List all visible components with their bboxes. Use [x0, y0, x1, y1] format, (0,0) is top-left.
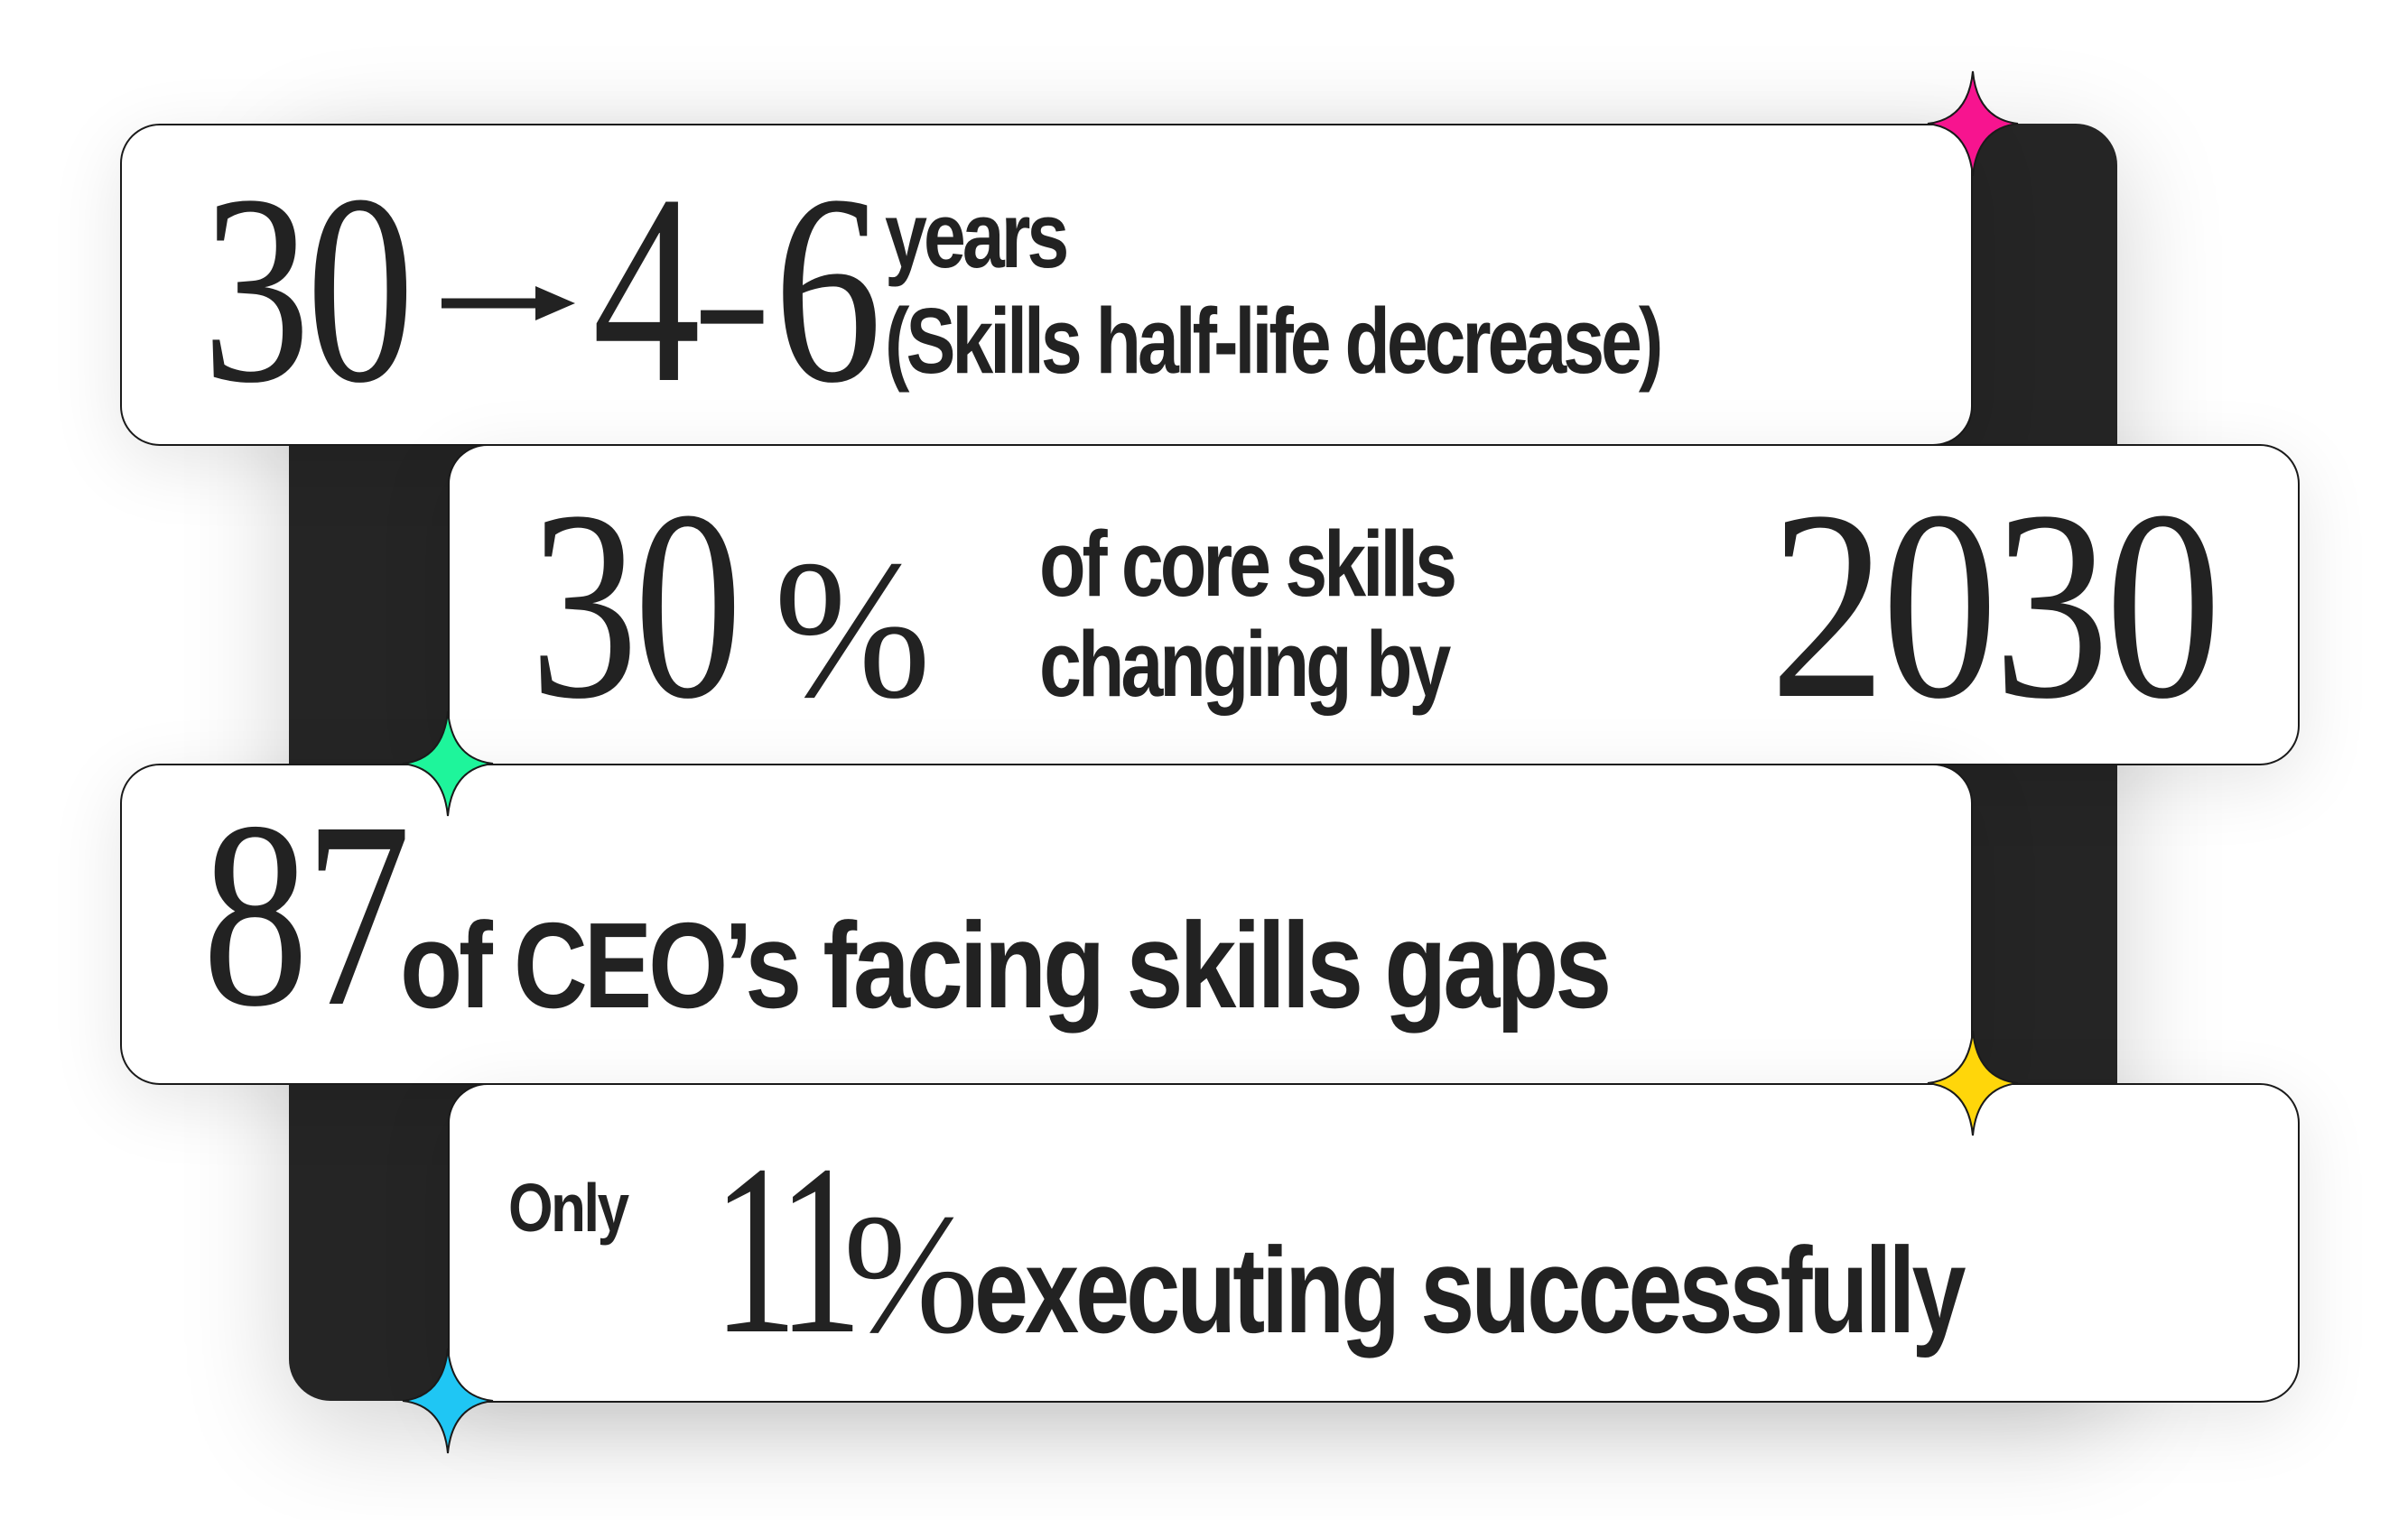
- stat-to-low-value: 4: [592, 139, 701, 439]
- range-dash: –: [702, 139, 762, 439]
- arrow-right-icon: [442, 286, 575, 320]
- stat-prefix: Only: [508, 1170, 629, 1246]
- stat-caption-line2: changing by: [1039, 612, 1451, 716]
- stat-caption: of CEO’s facing skills gaps: [400, 897, 1612, 1033]
- stat-unit: years: [885, 183, 1069, 287]
- stat-card-core-skills: 30 % of core skills changing by 2030: [448, 444, 2300, 765]
- sparkle-icon-cyan: [402, 1348, 494, 1454]
- sparkle-icon-yellow: [1927, 1030, 2019, 1136]
- stat-card-ceo-skills-gaps: 87 of CEO’s facing skills gaps: [120, 764, 1973, 1085]
- stat-from-value: 30: [202, 139, 414, 439]
- stat-caption: (Skills half-life decrease): [885, 289, 1663, 393]
- stat-caption-line1: of core skills: [1039, 512, 1457, 616]
- stat-value: 87: [202, 766, 411, 1061]
- sparkle-icon-green: [402, 710, 494, 817]
- stat-card-skills-half-life: 30 4 – 6 years (Skills half-life decreas…: [120, 124, 1973, 446]
- percent-sign: %: [774, 519, 932, 739]
- stat-value: 11: [712, 1115, 863, 1385]
- stat-to-high-value: 6: [774, 139, 882, 439]
- stat-percent-value: 30: [530, 455, 742, 755]
- stat-caption: executing successfully: [974, 1222, 1966, 1358]
- sparkle-icon-pink: [1927, 70, 2019, 177]
- stat-year: 2030: [1770, 455, 2222, 755]
- percent-sign: %: [843, 1180, 980, 1369]
- stat-card-executing-successfully: Only 11 % executing successfully: [448, 1083, 2300, 1403]
